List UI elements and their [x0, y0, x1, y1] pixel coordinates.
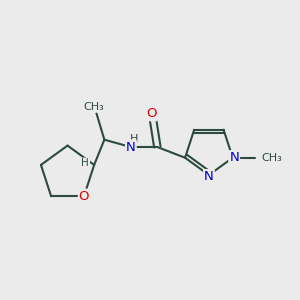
Text: H: H [82, 158, 89, 168]
Text: N: N [229, 151, 239, 164]
Text: CH₃: CH₃ [261, 153, 282, 163]
Text: N: N [126, 141, 136, 154]
Text: O: O [146, 107, 157, 120]
Text: O: O [79, 190, 89, 203]
Text: CH₃: CH₃ [83, 102, 104, 112]
Text: N: N [204, 170, 214, 183]
Text: H: H [130, 134, 138, 144]
